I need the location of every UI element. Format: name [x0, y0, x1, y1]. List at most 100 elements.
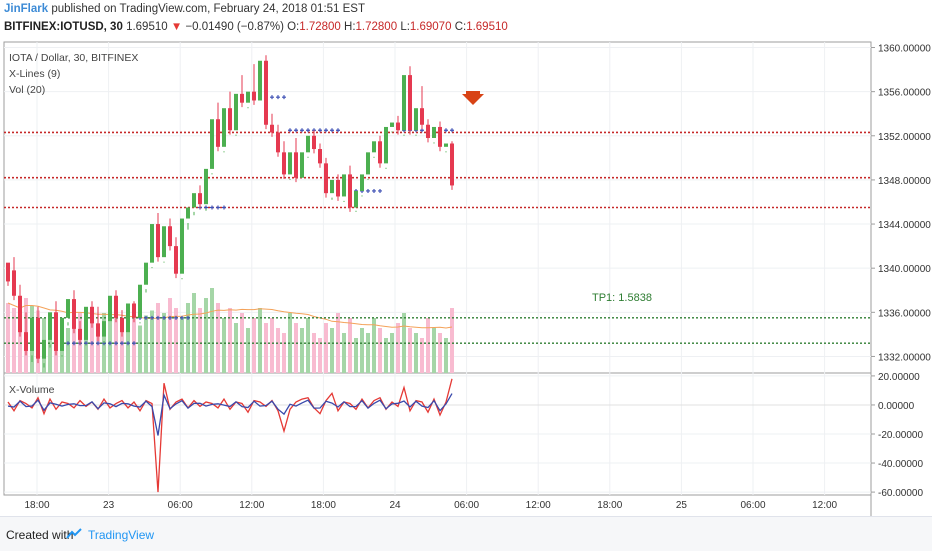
legend-vol[interactable]: Vol (20) — [9, 84, 46, 96]
legend-title[interactable]: IOTA / Dollar, 30, BITFINEX — [9, 52, 139, 64]
x-line-marker — [114, 341, 118, 346]
chart-frame — [3, 41, 872, 516]
chart-header: JinFlark published on TradingView.com, F… — [0, 0, 932, 40]
volume-bar — [84, 318, 88, 373]
volume-bar — [72, 308, 76, 373]
legend-xlines[interactable]: X-Lines (9) — [9, 68, 61, 80]
candle-body — [102, 321, 106, 337]
volume-bar — [360, 328, 364, 373]
volume-bar — [180, 318, 184, 373]
legend-xvolume[interactable]: X-Volume — [9, 384, 55, 396]
candle-body — [156, 224, 160, 258]
x-line-marker — [210, 205, 214, 210]
candle-body — [372, 141, 376, 153]
volume-bar — [240, 313, 244, 373]
candle-body — [414, 108, 418, 131]
x-line-marker — [66, 341, 70, 346]
volume-bar — [246, 328, 250, 373]
x-line-marker — [120, 341, 124, 346]
tradingview-brand-link[interactable]: TradingView — [88, 528, 155, 542]
volume-bar — [96, 325, 100, 373]
volume-bar — [252, 318, 256, 373]
candle-body — [84, 306, 88, 340]
candle-body — [396, 122, 400, 131]
x-line-marker — [156, 315, 160, 320]
x-line-marker — [270, 95, 274, 100]
candle-body — [228, 108, 232, 131]
candle-body — [342, 174, 346, 197]
candle-body — [264, 60, 268, 125]
candle-body — [426, 124, 430, 138]
symbol-label: BITFINEX:IOTUSD, 30 — [4, 21, 123, 33]
x-line-marker — [222, 205, 226, 210]
x-line-marker — [144, 315, 148, 320]
x-line-marker — [294, 128, 298, 133]
candle-body — [114, 295, 118, 318]
volume-bar — [318, 338, 322, 373]
volume-bar — [414, 333, 418, 373]
time-tick-label: 18:00 — [24, 500, 49, 511]
candle-body — [330, 179, 334, 194]
volume-bar — [234, 323, 238, 373]
candle-body — [42, 339, 46, 359]
x-line-marker — [96, 341, 100, 346]
last-price: 1.69510 — [126, 21, 168, 33]
tradingview-logo-icon — [66, 528, 82, 539]
candle-body — [288, 152, 292, 175]
x-line-marker — [72, 341, 76, 346]
volume-bar — [348, 318, 352, 373]
volume-bar — [120, 328, 124, 373]
x-line-marker — [90, 341, 94, 346]
candle-body — [78, 328, 82, 340]
volume-bar — [306, 318, 310, 373]
candle-body — [132, 303, 136, 318]
candle-body — [336, 179, 340, 197]
x-line-marker — [318, 128, 322, 133]
volume-bar — [288, 313, 292, 373]
candle-body — [54, 312, 58, 351]
candle-body — [276, 132, 280, 153]
time-tick-label: 12:00 — [239, 500, 264, 511]
low-value: 1.69070 — [409, 21, 452, 33]
volume-bar — [300, 328, 304, 373]
grid-lines — [4, 42, 871, 495]
xvol-red-line — [7, 378, 453, 493]
x-line-marker — [162, 315, 166, 320]
time-tick-label: 24 — [389, 500, 401, 511]
time-tick-label: 25 — [676, 500, 688, 511]
x-line-marker — [180, 315, 184, 320]
author-name[interactable]: JinFlark — [4, 3, 49, 15]
price-tick-label: 1352.00000 — [878, 132, 931, 143]
x-line-marker — [300, 128, 304, 133]
xvol-tick-label: -20.00000 — [878, 430, 923, 441]
candle-body — [174, 246, 178, 274]
volume-bar — [342, 333, 346, 373]
candle-body — [444, 143, 448, 147]
volume-bar — [6, 303, 10, 373]
price-tick-label: 1332.00000 — [878, 352, 931, 363]
candle-body — [408, 75, 412, 131]
x-line-marker — [132, 341, 136, 346]
volume-bar — [294, 323, 298, 373]
volume-bar — [312, 333, 316, 373]
candle-body — [18, 295, 22, 333]
candle-body — [6, 262, 10, 282]
candle-body — [72, 299, 76, 329]
candles — [6, 55, 454, 368]
candle-body — [36, 317, 40, 359]
xvol-tick-label: 0.00000 — [878, 401, 915, 412]
price-tick-label: 1344.00000 — [878, 220, 931, 231]
candle-body — [186, 207, 190, 219]
volume-bar — [420, 338, 424, 373]
candle-body — [402, 75, 406, 131]
time-tick-label: 12:00 — [812, 500, 837, 511]
volume-bar — [426, 318, 430, 373]
price-chart[interactable]: 1360.00000 1356.00000 1352.00000 1348.00000… — [0, 40, 932, 516]
volume-bar — [168, 298, 172, 373]
open-label: O: — [287, 21, 300, 33]
candle-body — [48, 312, 52, 340]
price-tick-label: 1348.00000 — [878, 176, 931, 187]
volume-bar — [138, 325, 142, 373]
created-with-text: Created with — [6, 528, 74, 542]
candle-body — [12, 270, 16, 296]
